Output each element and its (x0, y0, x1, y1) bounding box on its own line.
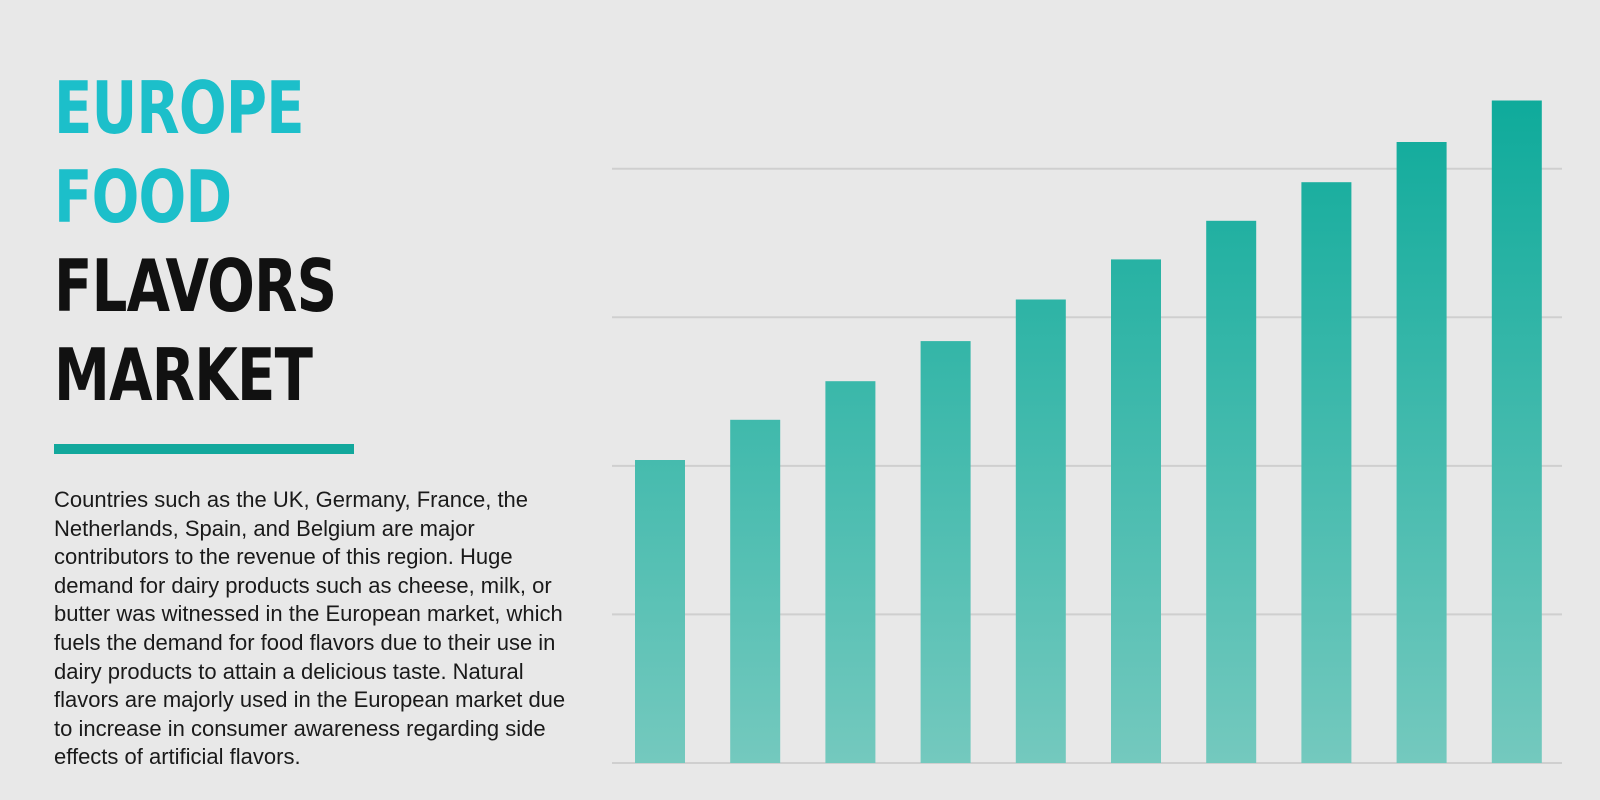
chart-bar-5 (1015, 299, 1066, 763)
title-line-europe: EUROPE (54, 66, 305, 150)
chart-bar-1 (635, 460, 685, 763)
chart-bar-7 (1206, 220, 1257, 764)
market-description: Countries such as the UK, Germany, Franc… (54, 487, 566, 770)
chart-bar-9 (1396, 142, 1447, 763)
title-line-food: FOOD (54, 155, 232, 239)
page-title: EUROPE FOOD FLAVORS MARKET (54, 64, 337, 420)
chart-bar-2 (730, 419, 781, 763)
chart-bar-6 (1111, 259, 1161, 763)
chart-bar-4 (920, 341, 971, 763)
chart-bar-8 (1301, 182, 1352, 763)
chart-bars (635, 100, 1542, 764)
title-line-market: MARKET (54, 333, 313, 417)
chart-bar-10 (1491, 100, 1542, 763)
title-underline-divider (54, 444, 354, 454)
title-line-flavors: FLAVORS (54, 244, 337, 328)
chart-bar-3 (825, 381, 876, 763)
